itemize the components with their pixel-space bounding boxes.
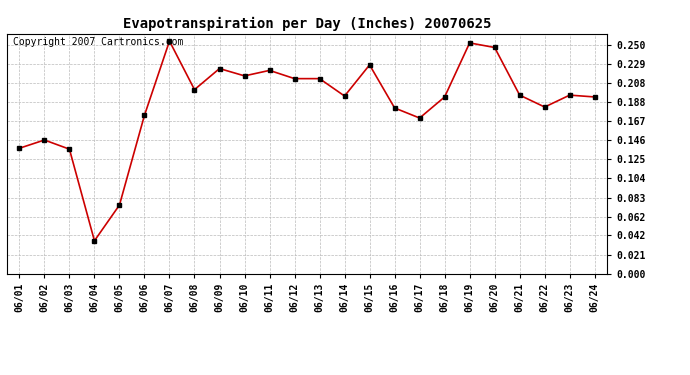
Title: Evapotranspiration per Day (Inches) 20070625: Evapotranspiration per Day (Inches) 2007…: [123, 17, 491, 31]
Text: Copyright 2007 Cartronics.com: Copyright 2007 Cartronics.com: [13, 38, 184, 47]
